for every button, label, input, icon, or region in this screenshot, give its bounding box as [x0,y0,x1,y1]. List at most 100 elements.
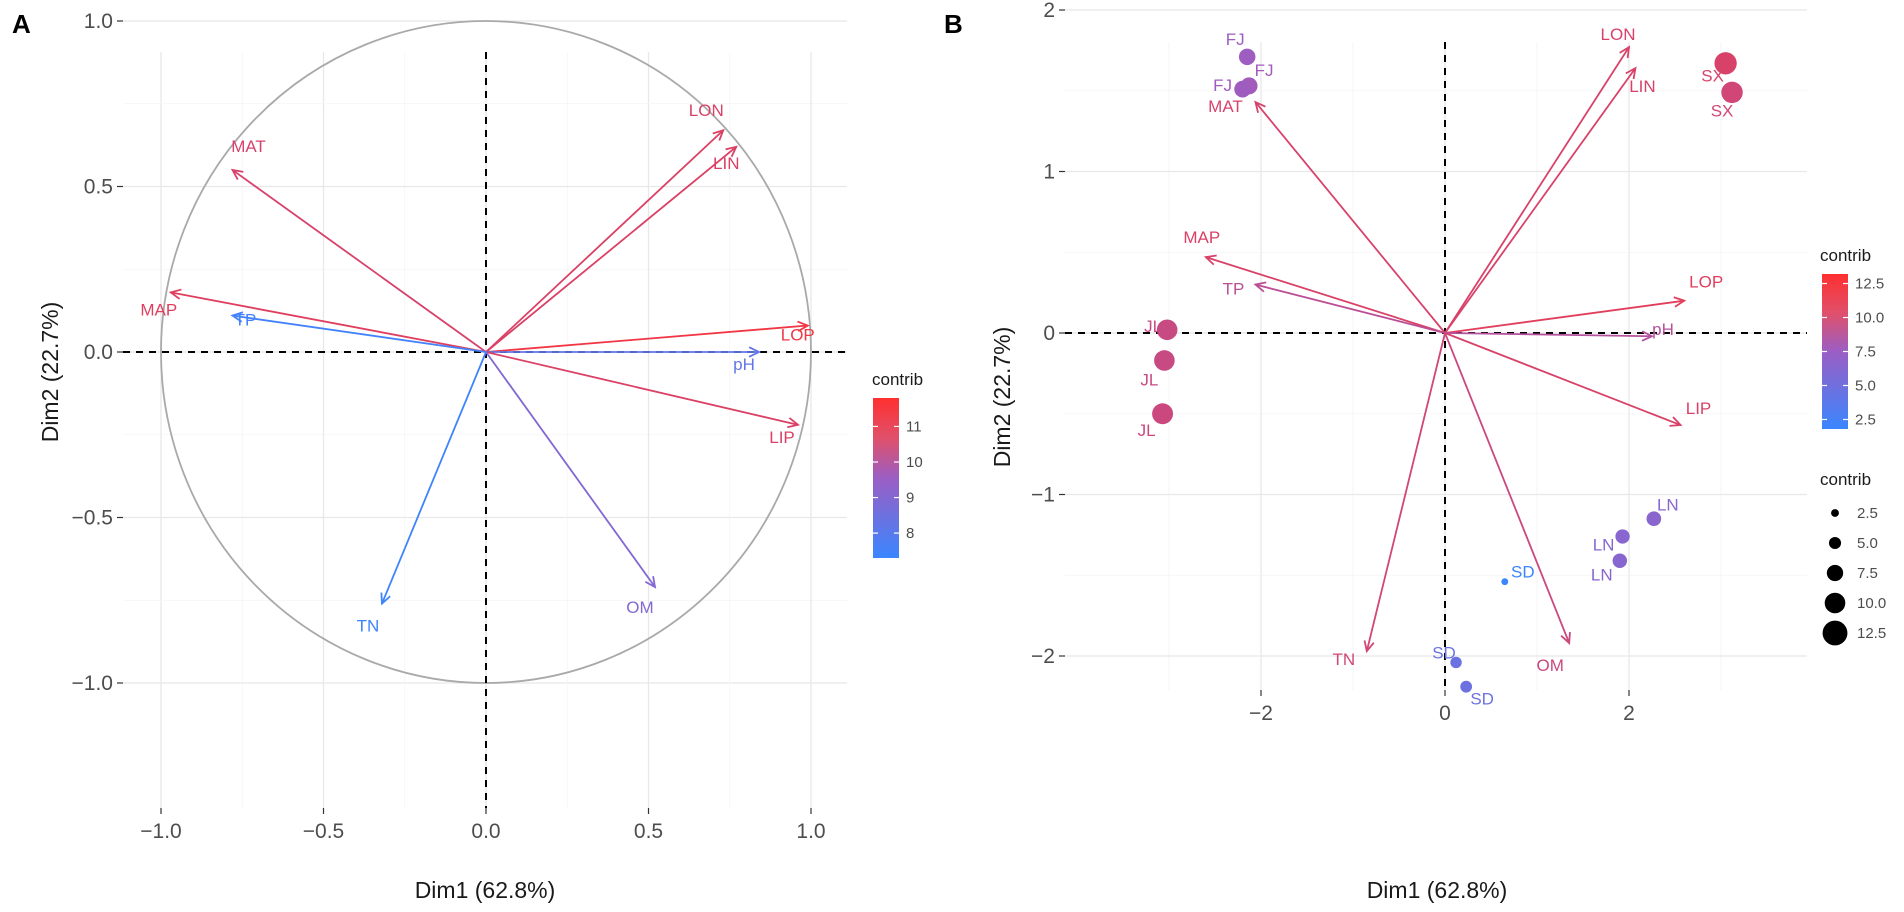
panel-b-point-label-fj: FJ [1255,61,1274,80]
panel-b-vector-label-tp: TP [1223,280,1245,299]
panel-a-correlation-circle [160,20,812,684]
panel-a-ticks: −1.0 −0.5 0.0 0.5 1.0 −1.0 −0.5 0.0 0.5 1.0 [72,10,826,843]
panel-a-vector-label-ph: pH [733,355,755,374]
panel-b-vector-lop-head [1673,296,1687,308]
panel-b-vector-lop-shaft [1444,299,1685,334]
panel-a-vector-tp-shaft [232,314,487,353]
panel-b-point-label-jl: JL [1140,370,1158,389]
panel-b-vector-label-lop: LOP [1689,273,1723,292]
panel-b-point-label-sd: SD [1432,643,1456,662]
panel-a-vector-label-lon: LON [689,101,724,120]
panel-b-point-fj [1234,80,1251,98]
panel-b-colorbar-tick-label: 7.5 [1855,344,1876,361]
panel-a-vector-mat-shaft [231,169,487,353]
panel-b-size-legend-dot [1826,564,1844,582]
panel-b-size-legend-label: 12.5 [1857,625,1886,642]
panel-b-vector-label-ph: pH [1652,320,1674,339]
panel-a-vector-tp-head [230,311,244,323]
panel-a-vector-map-shaft [170,291,487,353]
panel-b-vector-lip-head [1669,416,1683,427]
panel-b-size-legend: 2.5 5.0 7.5 10.0 12.5 [1822,505,1886,646]
panel-b-vector-om-head [1560,632,1571,646]
panel-b-ticks: −2 0 2 −2 −1 0 1 2 [1031,0,1635,725]
panel-b-vector-label-lin: LIN [1629,77,1655,96]
panel-a-vector-lon-head [712,128,725,141]
panel-b-vector-ph-shaft [1444,332,1653,338]
panel-b-point-label-jl: JL [1138,421,1156,440]
panel-a-x-tick-label: 0.0 [471,820,500,843]
panel-b-point-fj [1238,48,1256,66]
panel-b-point-ln [1615,529,1630,544]
panel-a-vector-label-tp: TP [235,311,257,330]
panel-b-vector-lin-shaft [1444,67,1637,334]
panel-b-vectors: LON LIN MAT MAP TP LOP pH LIP OM TN [1183,25,1723,675]
panel-b-vector-label-map: MAP [1183,228,1220,247]
panel-a-x-tick-label: 1.0 [796,820,825,843]
panel-label-a: A [12,9,31,39]
panel-b-colorbar-tick-label: 12.5 [1855,276,1884,293]
panel-b-vector-lip-shaft [1444,332,1681,426]
panel-b-point-jl [1154,350,1175,371]
panel-a-vector-lin-head [725,145,738,158]
panel-b-colorbar-tick-label: 2.5 [1855,411,1876,428]
panel-a-y-axis-title: Dim2 (22.7%) [37,302,63,443]
panel-b-y-axis-title: Dim2 (22.7%) [989,327,1015,468]
panel-b-x-tick-label: 0 [1439,702,1451,725]
panel-b-vector-label-om: OM [1537,656,1564,675]
panel-b-legend-size-title: contrib [1820,470,1871,489]
panel-b-point-label-sd: SD [1511,563,1535,582]
panel-b-colorbar-tick-label: 5.0 [1855,377,1876,394]
panel-a-colorbar-ticks: 8 9 10 11 [873,418,923,542]
panel-b-size-legend-dot [1831,509,1839,517]
panel-b-vector-tn-head [1363,640,1375,654]
panel-a-vector-lop-head [797,320,810,332]
panel-b-size-legend-dot [1824,592,1846,614]
panel-b-vector-map-shaft [1205,256,1446,334]
panel-b-y-tick-label: 1 [1043,161,1055,184]
panel-b-x-axis-title: Dim1 (62.8%) [1367,877,1508,903]
panel-a-vector-lip-shaft [485,351,799,426]
panel-b-point-label-fj: FJ [1213,76,1232,95]
panel-b-point-ln [1612,553,1628,568]
panel-b-point-label-ln: LN [1657,496,1679,515]
panel-a-vectors: LON LIN MAT MAP TP LOP pH LIP OM TN [140,101,814,635]
panel-b-vector-label-tn: TN [1332,650,1355,669]
panel-a-vector-label-tn: TN [357,617,380,636]
panel-b-size-legend-label: 5.0 [1857,535,1878,552]
panel-b-legend: contrib 2.5 5.0 7.5 10.0 12.5 contrib 2.5 5.0… [1820,246,1886,646]
panel-a-vector-om-head [644,576,657,589]
panel-b-size-legend-dot [1822,620,1848,646]
panel-a-vector-label-lop: LOP [781,326,815,345]
panel-a-x-tick-label: −0.5 [303,820,344,843]
panel-a-colorbar-tick-label: 9 [906,490,914,507]
panel-b-y-tick-label: −2 [1031,645,1055,668]
panel-b-vector-lon-head [1619,45,1631,59]
panel-a-variable-circle: LON LIN MAT MAP TP LOP pH LIP OM TN −1.0 −0.5 0.0 0.… [37,10,923,903]
panel-b-vector-tp-shaft [1255,283,1446,334]
panel-a-vector-lop-shaft [485,324,808,353]
panel-label-b: B [944,9,963,39]
panel-b-size-legend-label: 2.5 [1857,505,1878,522]
panel-a-y-tick-label: −1.0 [72,672,113,695]
panel-a-colorbar [873,398,899,558]
panel-b-point-label-sx: SX [1701,66,1724,85]
panel-a-vector-lip-head [787,417,801,429]
panel-a-colorbar-tick-label: 10 [906,454,923,471]
panel-a-y-tick-label: 0.5 [84,176,113,199]
panel-a-vector-tn-head [380,592,391,606]
panel-a-vector-lin-shaft [485,146,737,353]
panel-b-colorbar-ticks: 2.5 5.0 7.5 10.0 12.5 [1822,276,1884,428]
panel-b-colorbar-tick-label: 10.0 [1855,310,1884,327]
panel-b-point-sx [1721,81,1743,104]
panel-a-vector-label-lip: LIP [769,428,795,447]
panel-a-y-tick-label: 1.0 [84,10,113,33]
panel-b-point-jl [1152,403,1174,425]
panel-b-vector-label-lip: LIP [1686,399,1712,418]
panel-a-colorbar-tick-label: 8 [906,525,914,542]
panel-b-grid [1065,9,1807,690]
panel-a-vector-label-mat: MAT [231,137,266,156]
panel-b-point-sx [1714,52,1737,75]
panel-a-x-tick-label: −1.0 [140,820,181,843]
